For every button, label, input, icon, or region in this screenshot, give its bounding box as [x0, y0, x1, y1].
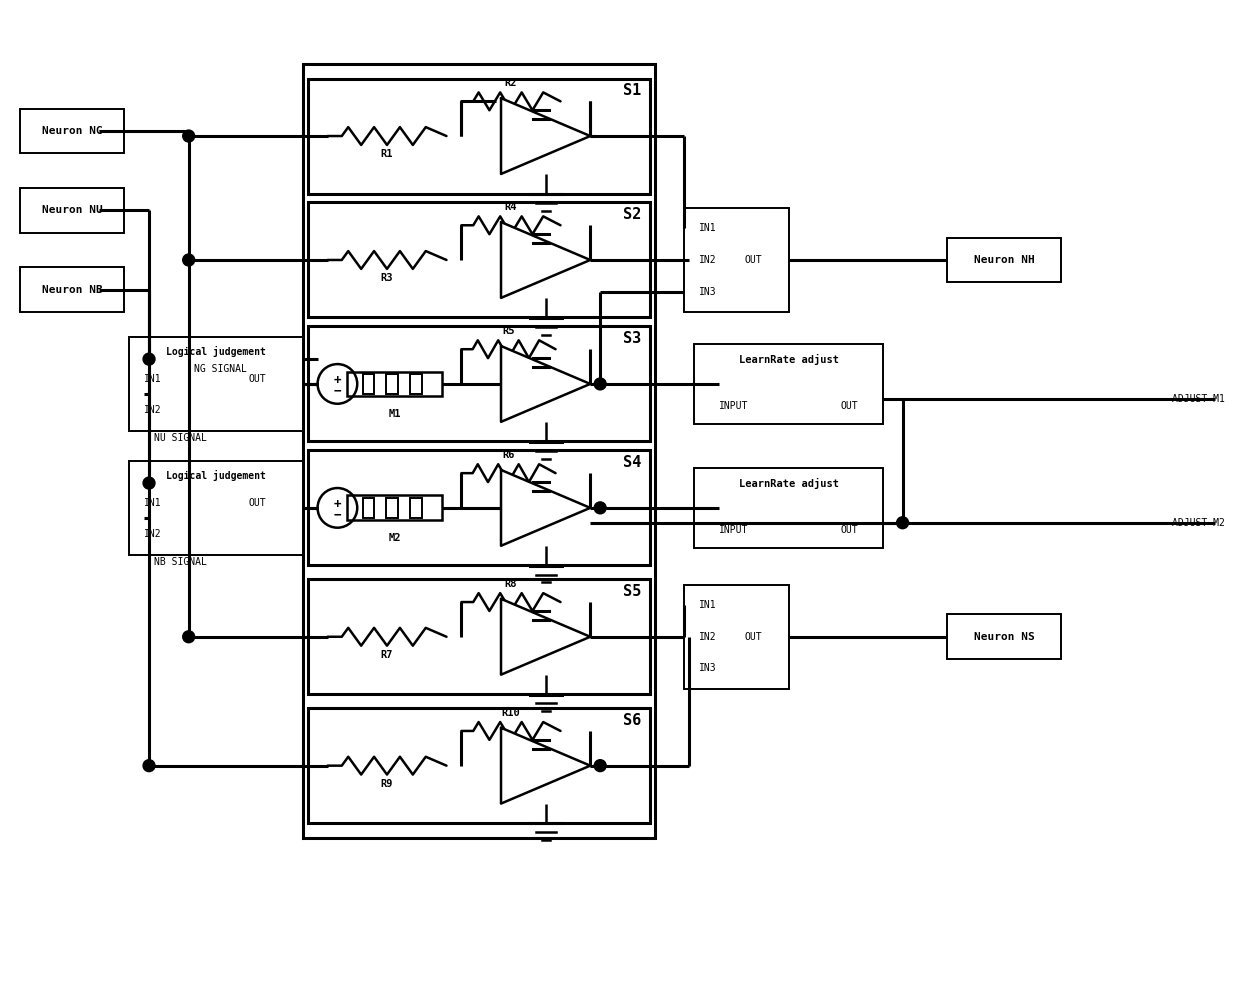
Polygon shape [501, 98, 590, 174]
Bar [694, 468, 883, 548]
Text: S6: S6 [622, 713, 641, 727]
Text: Logical judgement: Logical judgement [166, 470, 265, 481]
Text: M1: M1 [388, 409, 401, 419]
Text: IN3: IN3 [699, 664, 717, 673]
Text: Neuron NS: Neuron NS [973, 632, 1034, 642]
Text: R10: R10 [501, 708, 521, 719]
Text: Logical judgement: Logical judgement [166, 346, 265, 357]
Text: LearnRate adjust: LearnRate adjust [739, 478, 838, 489]
Bar [362, 374, 374, 394]
Text: R8: R8 [505, 579, 517, 589]
Text: S1: S1 [622, 83, 641, 98]
Circle shape [594, 760, 606, 772]
Bar [303, 64, 655, 838]
Text: IN1: IN1 [144, 498, 161, 508]
Text: S3: S3 [622, 331, 641, 346]
Bar [684, 208, 789, 312]
Circle shape [594, 502, 606, 514]
Text: S4: S4 [622, 455, 641, 470]
Bar [362, 498, 374, 518]
Circle shape [594, 378, 606, 390]
Bar [308, 450, 650, 565]
Polygon shape [501, 727, 590, 803]
Text: IN2: IN2 [144, 405, 161, 415]
Text: R5: R5 [502, 326, 515, 336]
Bar [386, 498, 398, 518]
Text: Neuron NG: Neuron NG [42, 126, 103, 136]
Text: R1: R1 [381, 148, 393, 159]
Text: S5: S5 [622, 584, 641, 599]
Bar [129, 337, 303, 431]
Text: IN3: IN3 [699, 287, 717, 297]
Text: NB SIGNAL: NB SIGNAL [154, 557, 207, 567]
Polygon shape [501, 346, 590, 422]
Text: IN2: IN2 [144, 529, 161, 540]
Bar [308, 202, 650, 318]
Text: +: + [334, 498, 341, 511]
Text: IN1: IN1 [699, 223, 717, 233]
Circle shape [143, 760, 155, 772]
Polygon shape [501, 599, 590, 674]
Circle shape [182, 254, 195, 266]
Bar [20, 267, 124, 312]
Text: −: − [334, 508, 341, 521]
Polygon shape [501, 470, 590, 546]
Bar [20, 109, 124, 153]
Bar [947, 238, 1061, 282]
Text: OUT: OUT [745, 255, 763, 265]
Text: OUT: OUT [248, 498, 265, 508]
Circle shape [143, 353, 155, 365]
Bar [409, 374, 422, 394]
Text: R4: R4 [505, 202, 517, 212]
Bar [409, 498, 422, 518]
Bar [947, 614, 1061, 659]
Bar [20, 188, 124, 233]
Text: Neuron NU: Neuron NU [42, 205, 103, 215]
Text: R3: R3 [381, 273, 393, 283]
Circle shape [897, 517, 909, 529]
Circle shape [182, 130, 195, 142]
Bar [694, 344, 883, 424]
Text: M2: M2 [388, 533, 401, 543]
Text: ADJUST M1: ADJUST M1 [1172, 394, 1225, 404]
Bar [308, 326, 650, 441]
Text: ADJUST M2: ADJUST M2 [1172, 518, 1225, 528]
Circle shape [182, 631, 195, 643]
Text: +: + [334, 375, 341, 387]
Text: Neuron NH: Neuron NH [973, 255, 1034, 265]
Text: OUT: OUT [841, 525, 858, 535]
Text: Neuron NB: Neuron NB [42, 285, 103, 295]
Bar [347, 495, 441, 520]
Text: S2: S2 [622, 206, 641, 222]
Text: OUT: OUT [841, 401, 858, 411]
Bar [386, 374, 398, 394]
Circle shape [143, 477, 155, 489]
Text: INPUT: INPUT [719, 401, 749, 411]
Text: IN2: IN2 [699, 255, 717, 265]
Polygon shape [501, 222, 590, 298]
Bar [129, 461, 303, 555]
Text: OUT: OUT [248, 375, 265, 384]
Text: INPUT: INPUT [719, 525, 749, 535]
Text: IN1: IN1 [144, 375, 161, 384]
Text: R7: R7 [381, 650, 393, 660]
Text: −: − [334, 384, 341, 397]
Text: LearnRate adjust: LearnRate adjust [739, 354, 838, 365]
Text: NG SIGNAL: NG SIGNAL [193, 364, 247, 375]
Text: OUT: OUT [745, 632, 763, 642]
Text: R6: R6 [502, 450, 515, 460]
Text: IN2: IN2 [699, 632, 717, 642]
Bar [308, 79, 650, 194]
Bar [308, 579, 650, 694]
Text: R9: R9 [381, 779, 393, 788]
Text: R2: R2 [505, 79, 517, 88]
Bar [308, 708, 650, 823]
Text: IN1: IN1 [699, 600, 717, 610]
Bar [684, 585, 789, 689]
Text: NU SIGNAL: NU SIGNAL [154, 434, 207, 443]
Bar [347, 372, 441, 396]
